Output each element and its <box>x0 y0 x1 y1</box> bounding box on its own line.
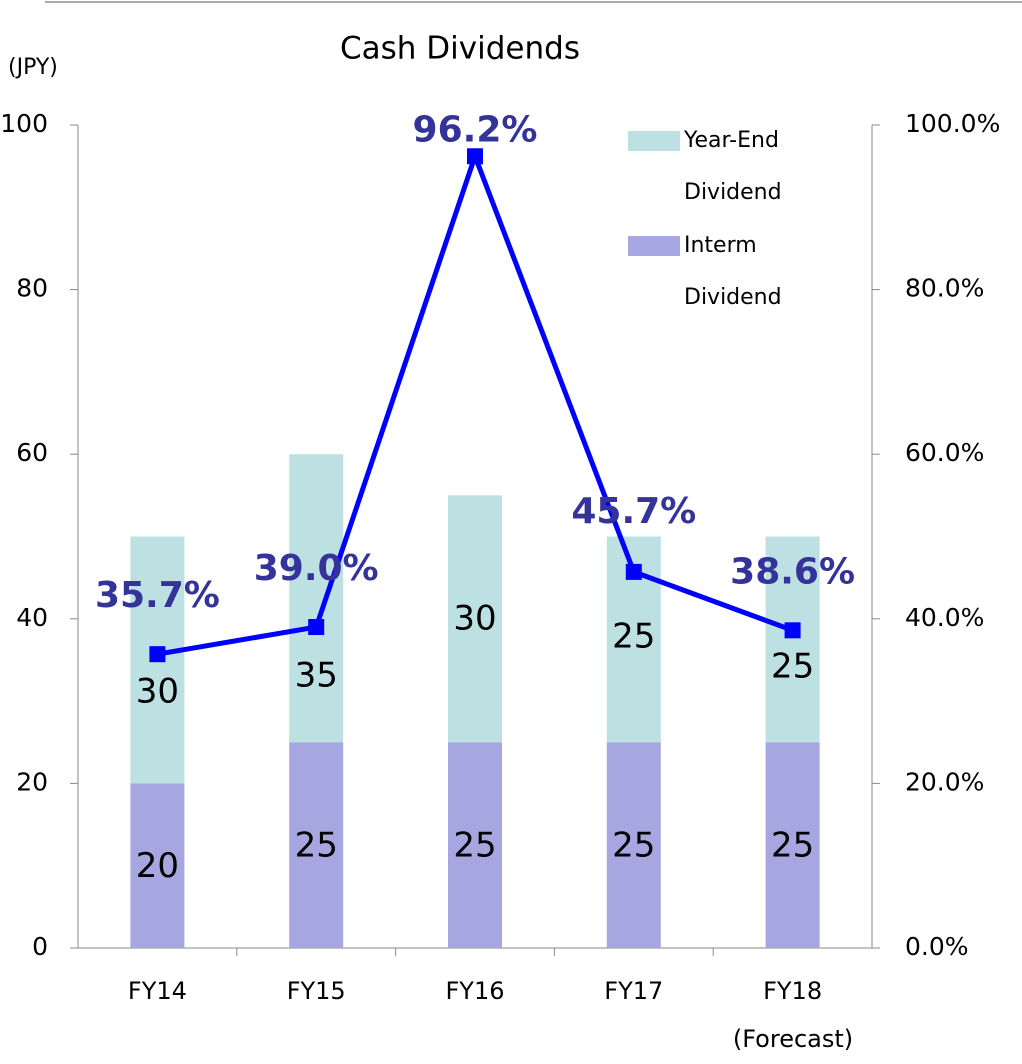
x-tick-label: FY14 <box>128 977 187 1005</box>
bar-segment <box>606 742 661 948</box>
data-label: 25 <box>612 617 655 657</box>
data-label: 25 <box>771 826 814 866</box>
y-tick-label: 100 <box>0 109 48 138</box>
data-label: 30 <box>136 672 179 712</box>
y-tick-label: 80 <box>16 274 48 303</box>
data-label: 20 <box>136 846 179 886</box>
y2-tick-label: 0.0% <box>905 932 969 961</box>
data-label: 25 <box>453 826 496 866</box>
bar-segment <box>448 495 502 743</box>
marker <box>784 622 801 639</box>
legend-swatch <box>628 131 680 151</box>
bar-segment <box>765 742 820 948</box>
x-tick-label: FY18 <box>763 977 822 1005</box>
y-tick-label: 20 <box>16 767 48 796</box>
y-axis-label: (JPY) <box>8 55 58 80</box>
line-label: 45.7% <box>571 491 696 532</box>
marker <box>149 646 166 663</box>
data-label: 25 <box>295 826 338 866</box>
bar-segment <box>130 783 185 948</box>
x-tick-label: FY17 <box>604 977 663 1005</box>
y2-tick-label: 80.0% <box>905 274 984 303</box>
y2-tick-label: 100.0% <box>905 109 1000 138</box>
marker <box>625 563 642 580</box>
data-label: 30 <box>453 599 496 639</box>
line-label: 39.0% <box>254 548 379 589</box>
line-label: 35.7% <box>95 575 220 616</box>
legend-label: Interm Dividend <box>684 233 782 310</box>
marker <box>467 148 483 165</box>
marker <box>308 619 325 636</box>
line-label: 38.6% <box>730 551 855 592</box>
x-tick-label: FY15 <box>287 977 346 1005</box>
data-label: 35 <box>295 656 338 696</box>
y2-tick-label: 20.0% <box>905 767 984 796</box>
y2-tick-label: 60.0% <box>905 438 984 467</box>
bar-segment <box>448 742 502 948</box>
data-label: 25 <box>771 647 814 687</box>
bar-segment <box>289 454 344 743</box>
data-label: 25 <box>612 826 655 866</box>
y-tick-label: 0 <box>32 932 48 961</box>
y-tick-label: 60 <box>16 438 48 467</box>
legend-label: Year-End Dividend <box>684 128 782 205</box>
annotation: (Forecast) <box>733 1025 853 1053</box>
y2-tick-label: 40.0% <box>905 603 984 632</box>
bar-segment <box>289 742 344 948</box>
bar-segment <box>765 536 820 743</box>
y-tick-label: 40 <box>16 603 48 632</box>
x-tick-label: FY16 <box>445 977 504 1005</box>
line-label: 96.2% <box>413 109 538 150</box>
chart-title: Cash Dividends <box>340 31 580 67</box>
legend-swatch <box>628 236 680 256</box>
